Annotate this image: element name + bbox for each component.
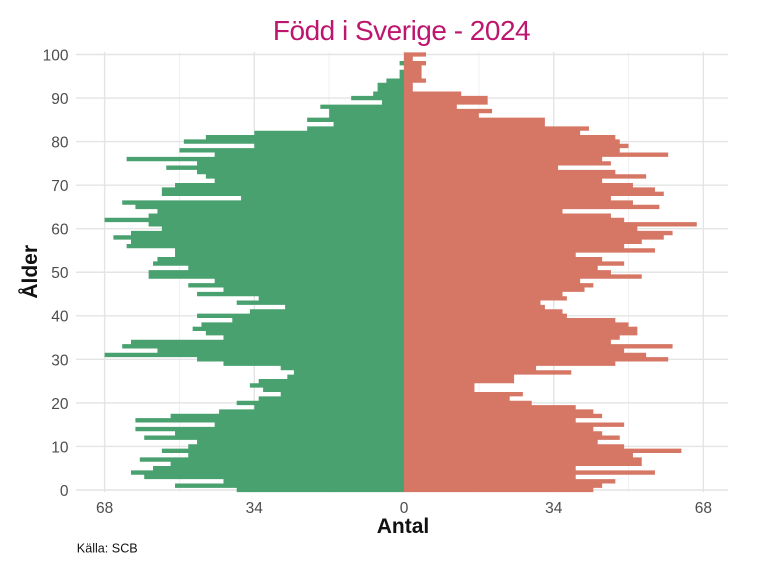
svg-text:30: 30 xyxy=(51,352,69,369)
svg-text:60: 60 xyxy=(51,222,69,239)
svg-text:34: 34 xyxy=(545,500,563,517)
svg-text:20: 20 xyxy=(51,396,69,413)
svg-text:68: 68 xyxy=(695,500,712,517)
svg-text:70: 70 xyxy=(51,178,69,195)
svg-text:34: 34 xyxy=(246,500,264,517)
svg-text:0: 0 xyxy=(60,483,69,500)
svg-text:68: 68 xyxy=(96,500,113,517)
svg-text:0: 0 xyxy=(400,500,409,517)
svg-text:40: 40 xyxy=(51,309,69,326)
svg-text:Antal: Antal xyxy=(377,515,430,538)
svg-text:Ålder: Ålder xyxy=(18,245,42,299)
svg-text:10: 10 xyxy=(51,439,69,456)
svg-text:90: 90 xyxy=(51,91,69,108)
svg-text:80: 80 xyxy=(51,135,69,152)
svg-text:Född i Sverige - 2024: Född i Sverige - 2024 xyxy=(273,15,530,46)
svg-text:50: 50 xyxy=(51,265,69,282)
svg-text:Källa: SCB: Källa: SCB xyxy=(77,542,138,556)
svg-text:100: 100 xyxy=(43,47,69,64)
